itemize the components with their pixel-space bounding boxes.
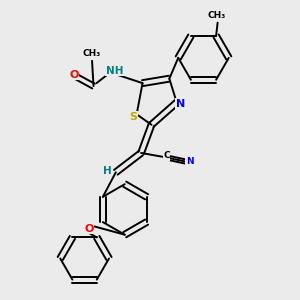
- Text: O: O: [84, 224, 94, 234]
- Text: H: H: [103, 166, 112, 176]
- Text: N: N: [186, 158, 193, 166]
- Text: CH₃: CH₃: [83, 49, 101, 58]
- Text: NH: NH: [106, 66, 123, 76]
- Text: O: O: [70, 70, 79, 80]
- Text: S: S: [129, 112, 137, 122]
- Text: N: N: [176, 99, 185, 109]
- Text: C: C: [163, 152, 170, 160]
- Text: CH₃: CH₃: [208, 11, 226, 20]
